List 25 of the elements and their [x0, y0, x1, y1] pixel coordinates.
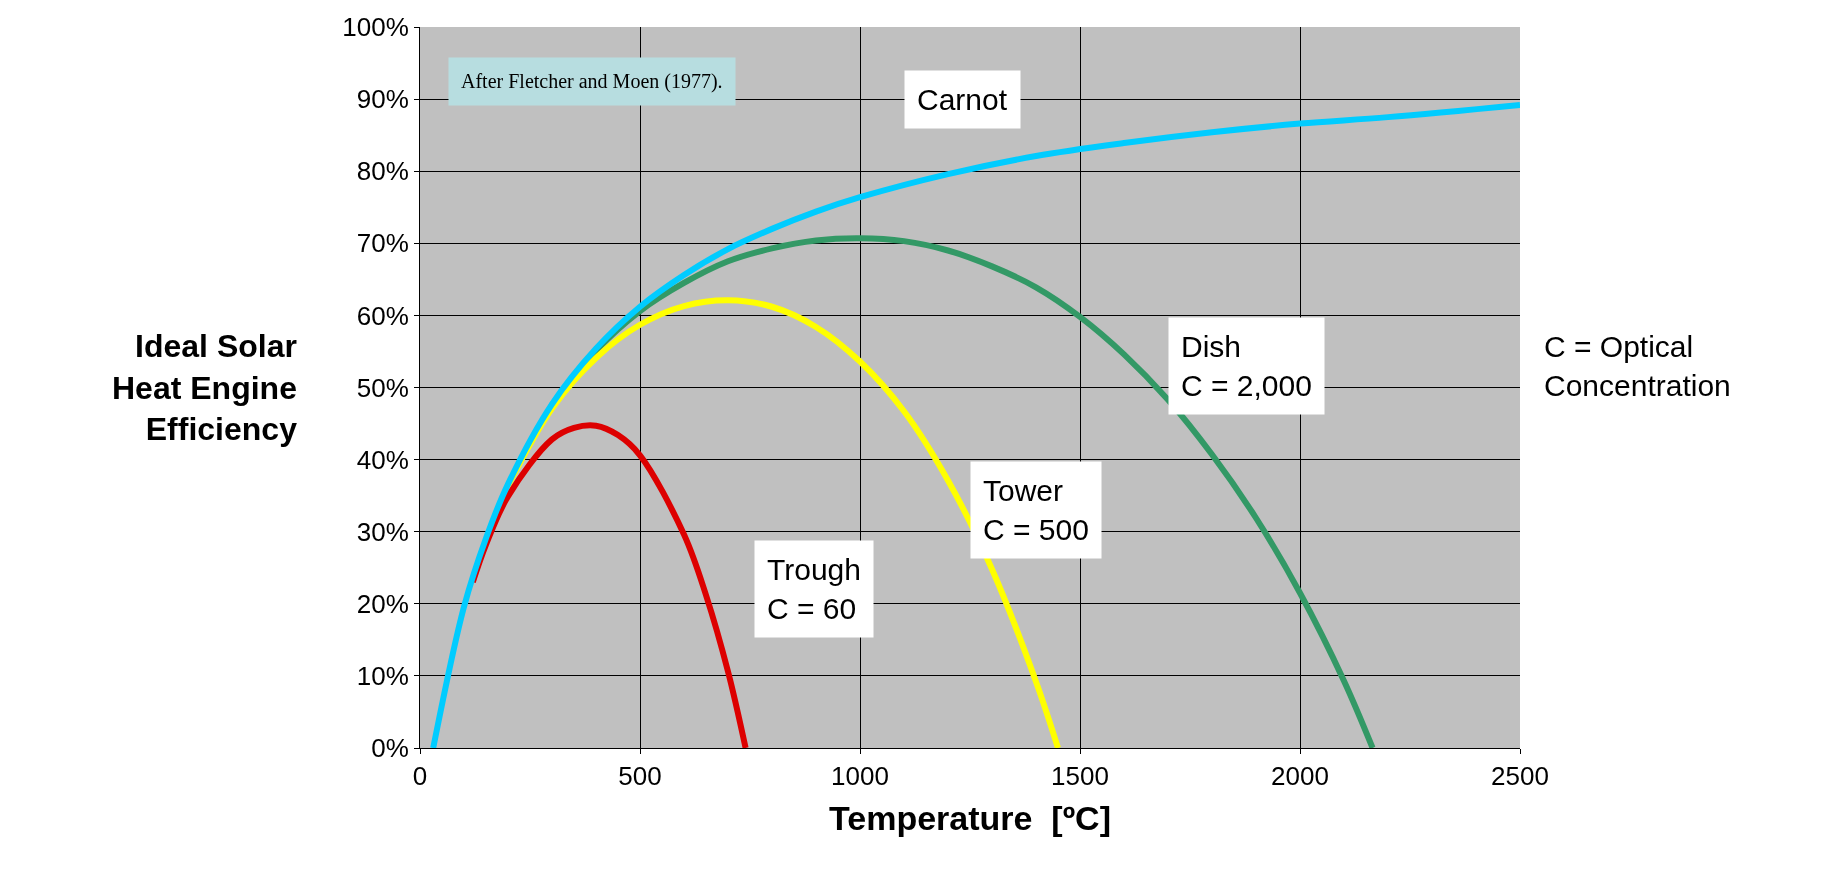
- text: C = Optical Concentration: [1544, 330, 1731, 402]
- y-tick-label: 70%: [356, 228, 409, 259]
- y-tick-label: 90%: [356, 84, 409, 115]
- y-tick-label: 10%: [356, 661, 409, 691]
- annotation: After Fletcher and Moen (1977).: [461, 70, 723, 93]
- series-label: Dish C = 2,000: [1181, 330, 1312, 402]
- series-label: Trough C = 60: [767, 553, 861, 625]
- series-label: Carnot: [917, 83, 1008, 116]
- y-tick-label: 60%: [356, 300, 409, 331]
- y-tick-label: 20%: [356, 588, 409, 619]
- x-tick-label: 1500: [1051, 761, 1109, 792]
- y-tick-label: 80%: [356, 156, 409, 187]
- y-tick-label: 50%: [356, 372, 409, 403]
- x-axis-title: Temperature [ºC]: [829, 798, 1111, 837]
- x-tick-label: 2500: [1491, 761, 1549, 792]
- y-axis-title: Ideal Solar Heat Engine Efficiency: [112, 328, 298, 448]
- x-tick-label: 500: [618, 761, 662, 792]
- x-tick-label: 2000: [1271, 761, 1329, 792]
- x-tick-label: 1000: [831, 761, 889, 792]
- y-tick-label: 40%: [356, 444, 409, 475]
- y-tick-label: 30%: [356, 516, 409, 547]
- y-tick-label: 100%: [342, 12, 409, 43]
- series-label: Tower C = 500: [983, 474, 1089, 546]
- x-tick-label: 0: [412, 761, 428, 792]
- y-tick-label: 0%: [371, 733, 409, 764]
